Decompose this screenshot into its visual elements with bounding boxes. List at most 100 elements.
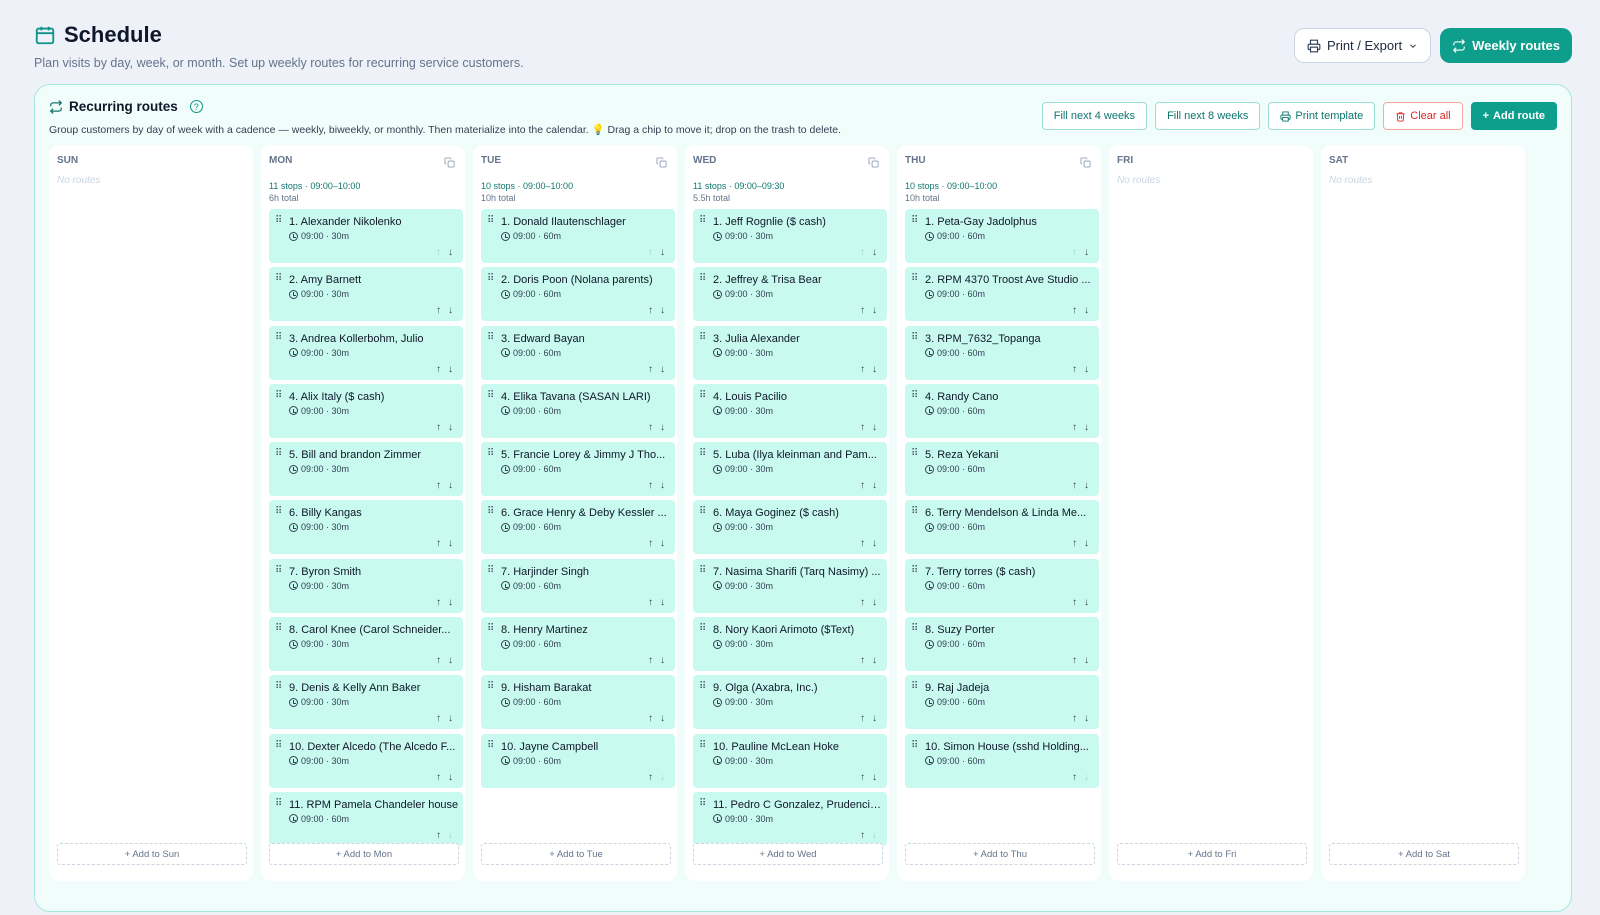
route-chip[interactable]: ⠿ 1. Alexander Nikolenko 09:00 · 30m ↑ ↓ xyxy=(269,209,463,263)
arrow-down-icon[interactable]: ↓ xyxy=(1084,655,1089,667)
drag-handle-icon[interactable]: ⠿ xyxy=(487,506,494,518)
drag-handle-icon[interactable]: ⠿ xyxy=(275,448,282,460)
route-chip[interactable]: ⠿ 8. Henry Martinez 09:00 · 60m ↑ ↓ xyxy=(481,617,675,672)
route-chip[interactable]: ⠿ 8. Suzy Porter 09:00 · 60m ↑ ↓ xyxy=(905,617,1099,672)
arrow-down-icon[interactable]: ↓ xyxy=(872,771,877,783)
drag-handle-icon[interactable]: ⠿ xyxy=(487,623,494,635)
route-chip[interactable]: ⠿ 1. Donald Ilautenschlager 09:00 · 60m ↑ ↓ xyxy=(481,209,675,263)
arrow-down-icon[interactable]: ↓ xyxy=(872,538,877,550)
drag-handle-icon[interactable]: ⠿ xyxy=(275,623,282,635)
drag-handle-icon[interactable]: ⠿ xyxy=(275,273,282,285)
print-export-button[interactable]: Print / Export xyxy=(1293,28,1432,63)
arrow-up-icon[interactable]: ↑ xyxy=(860,655,865,667)
arrow-down-icon[interactable]: ↓ xyxy=(660,713,665,725)
arrow-down-icon[interactable]: ↓ xyxy=(660,363,665,375)
day-column-sun[interactable]: SUN No routes + Add to Sun xyxy=(49,145,253,881)
drag-handle-icon[interactable]: ⠿ xyxy=(911,389,918,401)
arrow-down-icon[interactable]: ↓ xyxy=(872,596,877,608)
drag-handle-icon[interactable]: ⠿ xyxy=(275,739,282,751)
route-chip[interactable]: ⠿ 8. Carol Knee (Carol Schneider... 09:00 … xyxy=(269,617,463,672)
weekly-routes-button[interactable]: Weekly routes xyxy=(1440,28,1572,63)
route-chip[interactable]: ⠿ 5. Francie Lorey & Jimmy J Tho... 09:00 … xyxy=(481,442,675,497)
drag-handle-icon[interactable]: ⠿ xyxy=(487,564,494,576)
arrow-down-icon[interactable]: ↓ xyxy=(448,596,453,608)
arrow-down-icon[interactable]: ↓ xyxy=(448,538,453,550)
add-to-day-button[interactable]: + Add to Sat xyxy=(1329,843,1519,865)
arrow-down-icon[interactable]: ↓ xyxy=(660,538,665,550)
arrow-up-icon[interactable]: ↑ xyxy=(436,480,441,492)
arrow-up-icon[interactable]: ↑ xyxy=(648,596,653,608)
copy-icon[interactable] xyxy=(444,157,455,168)
arrow-down-icon[interactable]: ↓ xyxy=(1084,771,1089,783)
route-chip[interactable]: ⠿ 7. Harjinder Singh 09:00 · 60m ↑ ↓ xyxy=(481,558,675,613)
drag-handle-icon[interactable]: ⠿ xyxy=(699,564,706,576)
route-chip[interactable]: ⠿ 10. Jayne Campbell 09:00 · 60m ↑ ↓ xyxy=(481,733,675,788)
arrow-up-icon[interactable]: ↑ xyxy=(1072,538,1077,550)
drag-handle-icon[interactable]: ⠿ xyxy=(911,273,918,285)
day-column-mon[interactable]: MON 11 stops · 09:00–10:00 6h total ⠿ 1. Ale… xyxy=(261,145,465,881)
drag-handle-icon[interactable]: ⠿ xyxy=(487,273,494,285)
clear-all-button[interactable]: Clear all xyxy=(1383,102,1463,130)
arrow-up-icon[interactable]: ↑ xyxy=(1072,480,1077,492)
arrow-up-icon[interactable]: ↑ xyxy=(860,305,865,317)
arrow-up-icon[interactable]: ↑ xyxy=(436,363,441,375)
arrow-up-icon[interactable]: ↑ xyxy=(860,247,865,258)
route-chip[interactable]: ⠿ 2. Amy Barnett 09:00 · 30m ↑ ↓ xyxy=(269,267,463,322)
add-to-day-button[interactable]: + Add to Wed xyxy=(693,843,883,865)
route-chip[interactable]: ⠿ 1. Peta-Gay Jadolphus 09:00 · 60m ↑ ↓ xyxy=(905,209,1099,263)
arrow-up-icon[interactable]: ↑ xyxy=(436,713,441,725)
drag-handle-icon[interactable]: ⠿ xyxy=(275,389,282,401)
arrow-up-icon[interactable]: ↑ xyxy=(860,596,865,608)
route-chip[interactable]: ⠿ 7. Nasima Sharifi (Tarq Nasimy) ... 09:0… xyxy=(693,558,887,613)
arrow-down-icon[interactable]: ↓ xyxy=(448,363,453,375)
fill-next-4-weeks-button[interactable]: Fill next 4 weeks xyxy=(1041,102,1148,130)
drag-handle-icon[interactable]: ⠿ xyxy=(487,389,494,401)
drag-handle-icon[interactable]: ⠿ xyxy=(699,797,706,809)
arrow-down-icon[interactable]: ↓ xyxy=(1084,480,1089,492)
route-chip[interactable]: ⠿ 3. RPM_7632_Topanga 09:00 · 60m ↑ ↓ xyxy=(905,325,1099,380)
arrow-up-icon[interactable]: ↑ xyxy=(1072,247,1077,258)
arrow-up-icon[interactable]: ↑ xyxy=(860,480,865,492)
drag-handle-icon[interactable]: ⠿ xyxy=(911,564,918,576)
arrow-down-icon[interactable]: ↓ xyxy=(448,421,453,433)
arrow-down-icon[interactable]: ↓ xyxy=(448,713,453,725)
drag-handle-icon[interactable]: ⠿ xyxy=(487,448,494,460)
arrow-down-icon[interactable]: ↓ xyxy=(1084,713,1089,725)
arrow-up-icon[interactable]: ↑ xyxy=(860,829,865,841)
copy-icon[interactable] xyxy=(1080,157,1091,168)
arrow-up-icon[interactable]: ↑ xyxy=(648,771,653,783)
arrow-down-icon[interactable]: ↓ xyxy=(1084,247,1089,258)
drag-handle-icon[interactable]: ⠿ xyxy=(699,623,706,635)
add-to-day-button[interactable]: + Add to Sun xyxy=(57,843,247,865)
arrow-up-icon[interactable]: ↑ xyxy=(436,829,441,841)
arrow-down-icon[interactable]: ↓ xyxy=(448,480,453,492)
day-column-tue[interactable]: TUE 10 stops · 09:00–10:00 10h total ⠿ 1. Do… xyxy=(473,145,677,881)
arrow-up-icon[interactable]: ↑ xyxy=(436,771,441,783)
route-chip[interactable]: ⠿ 10. Pauline McLean Hoke 09:00 · 30m ↑ ↓ xyxy=(693,733,887,788)
route-chip[interactable]: ⠿ 7. Terry torres ($ cash) 09:00 · 60m ↑ ↓ xyxy=(905,558,1099,613)
arrow-down-icon[interactable]: ↓ xyxy=(448,829,453,841)
arrow-up-icon[interactable]: ↑ xyxy=(1072,363,1077,375)
day-column-wed[interactable]: WED 11 stops · 09:00–09:30 5.5h total ⠿ 1. J… xyxy=(685,145,889,881)
arrow-down-icon[interactable]: ↓ xyxy=(1084,421,1089,433)
arrow-up-icon[interactable]: ↑ xyxy=(648,363,653,375)
arrow-down-icon[interactable]: ↓ xyxy=(660,305,665,317)
arrow-up-icon[interactable]: ↑ xyxy=(860,538,865,550)
route-chip[interactable]: ⠿ 5. Luba (Ilya kleinman and Pam... 09:00 … xyxy=(693,442,887,497)
drag-handle-icon[interactable]: ⠿ xyxy=(275,797,282,809)
day-column-sat[interactable]: SAT No routes + Add to Sat xyxy=(1321,145,1525,881)
route-chip[interactable]: ⠿ 1. Jeff Rognlie ($ cash) 09:00 · 30m ↑ ↓ xyxy=(693,209,887,263)
arrow-up-icon[interactable]: ↑ xyxy=(860,363,865,375)
route-chip[interactable]: ⠿ 3. Edward Bayan 09:00 · 60m ↑ ↓ xyxy=(481,325,675,380)
drag-handle-icon[interactable]: ⠿ xyxy=(911,331,918,343)
copy-icon[interactable] xyxy=(656,157,667,168)
arrow-up-icon[interactable]: ↑ xyxy=(860,771,865,783)
arrow-down-icon[interactable]: ↓ xyxy=(1084,538,1089,550)
arrow-down-icon[interactable]: ↓ xyxy=(872,713,877,725)
arrow-down-icon[interactable]: ↓ xyxy=(872,247,877,258)
drag-handle-icon[interactable]: ⠿ xyxy=(487,681,494,693)
arrow-down-icon[interactable]: ↓ xyxy=(1084,596,1089,608)
add-route-button[interactable]: + Add route xyxy=(1470,102,1557,130)
drag-handle-icon[interactable]: ⠿ xyxy=(911,448,918,460)
arrow-up-icon[interactable]: ↑ xyxy=(436,421,441,433)
